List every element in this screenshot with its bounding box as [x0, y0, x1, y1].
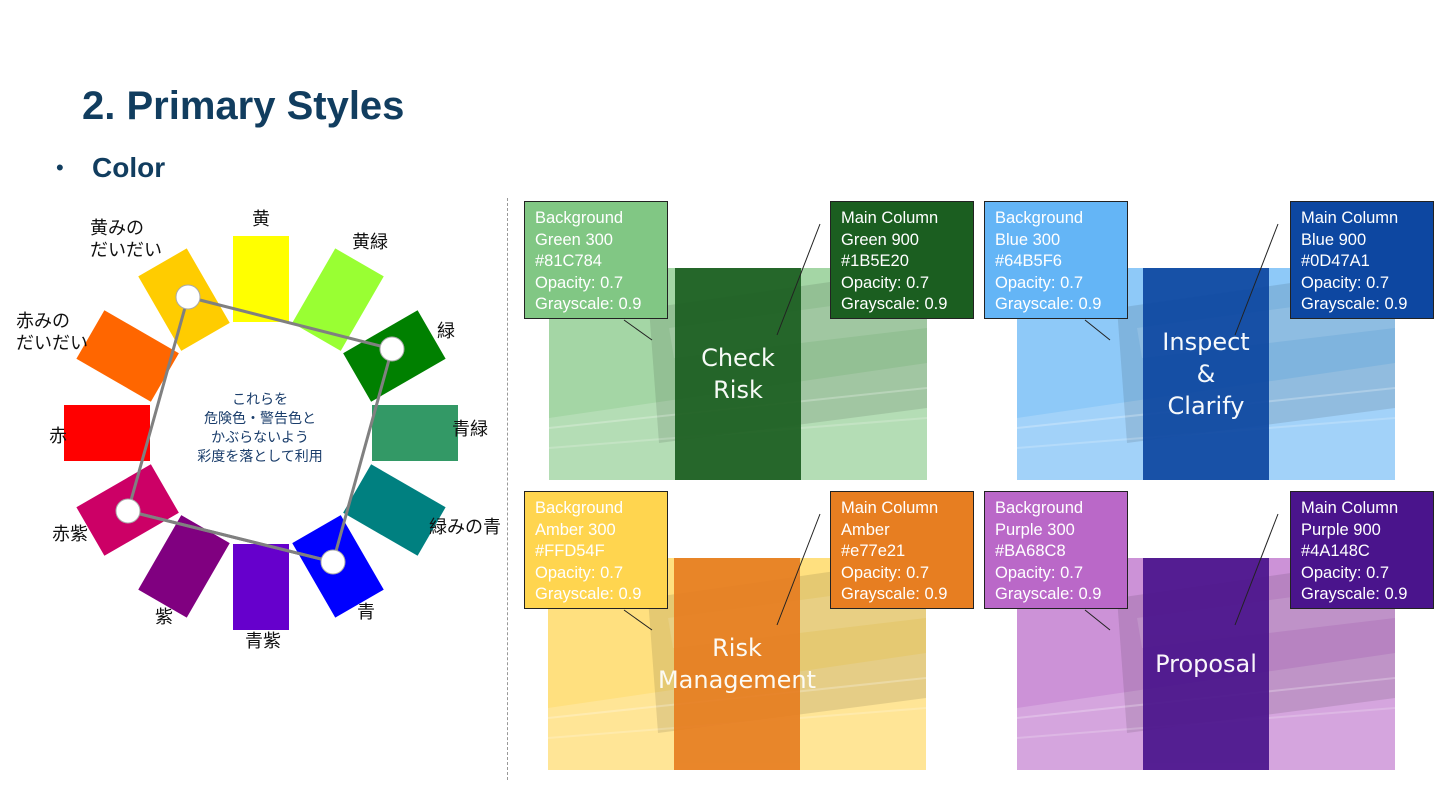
background-info-box: Background Green 300 #81C784 Opacity: 0.7 Gr… — [524, 201, 668, 319]
column-label-line: Proposal — [1155, 650, 1257, 678]
info-line: Grayscale: 0.9 — [535, 585, 642, 603]
swatch-green-blue — [343, 464, 446, 556]
label-yellow-orange: 黄みの だいだい — [90, 217, 162, 261]
marker-dot-red-purple — [115, 498, 141, 524]
center-line-1: これらを — [232, 391, 288, 407]
background-info-box: Background Purple 300 #BA68C8 Opacity: 0.7 G… — [984, 491, 1128, 609]
info-line: #0D47A1 — [1301, 252, 1370, 270]
column-label-line: Clarify — [1167, 392, 1245, 420]
swatch-yellow-green — [292, 248, 384, 351]
column-label-line: Management — [657, 666, 817, 694]
slide-title: 2. Primary Styles — [82, 84, 405, 128]
main-column-info-box: Main Column Blue 900 #0D47A1 Opacity: 0.7 Gr… — [1290, 201, 1434, 319]
color-wheel — [64, 236, 458, 630]
swatch-blue-purple — [233, 544, 289, 630]
main-column-label: Check Risk — [675, 268, 801, 480]
label-yellow-orange-line2: だいだい — [90, 240, 162, 260]
bullet-text: Color — [92, 152, 166, 183]
label-yellow-orange-line1: 黄みの — [90, 218, 144, 238]
main-column-label: Risk Management — [658, 558, 816, 770]
marker-dot-yellow-orange — [175, 284, 201, 310]
label-yellow-green: 黄緑 — [352, 232, 388, 252]
info-line: #64B5F6 — [995, 252, 1062, 270]
section-divider — [507, 198, 508, 780]
center-line-2: 危険色・警告色と — [204, 410, 316, 426]
bullet-color: • Color — [56, 150, 165, 186]
swatch-red — [64, 405, 150, 461]
info-line: Grayscale: 0.9 — [841, 295, 948, 313]
column-label-line: Risk — [712, 634, 762, 662]
info-line: Opacity: 0.7 — [995, 273, 1084, 292]
info-line: Blue 300 — [995, 230, 1061, 249]
label-purple: 紫 — [155, 607, 173, 627]
info-line: #BA68C8 — [995, 542, 1066, 560]
wheel-center-note: これらを 危険色・警告色と かぶらないよう 彩度を落として利用 — [180, 390, 340, 466]
label-red: 赤 — [49, 426, 67, 446]
info-line: Grayscale: 0.9 — [1301, 295, 1408, 313]
background-info-box: Background Blue 300 #64B5F6 Opacity: 0.7 Gra… — [984, 201, 1128, 319]
swatch-purple — [138, 515, 230, 618]
swatch-red-orange — [76, 310, 179, 402]
info-line: Opacity: 0.7 — [535, 273, 624, 292]
label-blue: 青 — [357, 602, 375, 622]
main-column-info-box: Main Column Green 900 #1B5E20 Opacity: 0.7 G… — [830, 201, 974, 319]
info-line: Grayscale: 0.9 — [995, 585, 1102, 603]
info-line: Grayscale: 0.9 — [535, 295, 642, 313]
info-line: Opacity: 0.7 — [1301, 273, 1390, 292]
label-red-orange-line2: だいだい — [16, 333, 88, 353]
column-label-line: & — [1196, 360, 1216, 388]
column-label-line: Inspect — [1162, 328, 1250, 356]
label-red-purple: 赤紫 — [52, 524, 88, 544]
info-line: Opacity: 0.7 — [995, 563, 1084, 582]
info-line: #e77e21 — [841, 542, 906, 560]
info-line: Opacity: 0.7 — [841, 273, 930, 292]
label-red-orange: 赤みの だいだい — [16, 310, 88, 354]
info-line: Purple 300 — [995, 520, 1075, 539]
background-info-box: Background Amber 300 #FFD54F Opacity: 0.7 Gr… — [524, 491, 668, 609]
label-blue-green: 青緑 — [452, 419, 488, 439]
info-line: #FFD54F — [535, 542, 605, 560]
info-line: Purple 900 — [1301, 520, 1381, 539]
center-line-4: 彩度を落として利用 — [197, 448, 323, 464]
info-line: Background — [995, 209, 1084, 227]
info-line: Green 300 — [535, 230, 613, 249]
main-column-label: Proposal — [1143, 558, 1269, 770]
main-column-label: Inspect & Clarify — [1143, 268, 1269, 480]
info-line: Blue 900 — [1301, 230, 1367, 249]
info-line: Opacity: 0.7 — [535, 563, 624, 582]
info-line: Main Column — [841, 209, 939, 227]
info-line: Opacity: 0.7 — [841, 563, 930, 582]
column-label-line: Check Risk — [701, 344, 775, 404]
info-line: Background — [535, 209, 624, 227]
info-line: Opacity: 0.7 — [1301, 563, 1390, 582]
marker-dot-blue — [320, 549, 346, 575]
label-yellow: 黄 — [252, 209, 270, 229]
marker-dot-green — [379, 336, 405, 362]
info-line: #81C784 — [535, 252, 602, 270]
info-line: Background — [995, 499, 1084, 517]
info-line: Main Column — [841, 499, 939, 517]
info-line: #4A148C — [1301, 542, 1370, 560]
label-blue-purple: 青紫 — [245, 631, 281, 651]
label-green: 緑 — [437, 321, 455, 341]
info-line: Amber — [841, 520, 890, 539]
info-line: Grayscale: 0.9 — [1301, 585, 1408, 603]
info-line: Main Column — [1301, 209, 1399, 227]
center-line-3: かぶらないよう — [211, 429, 309, 445]
info-line: Main Column — [1301, 499, 1399, 517]
swatch-yellow — [233, 236, 289, 322]
main-column-info-box: Main Column Amber #e77e21 Opacity: 0.7 Grays… — [830, 491, 974, 609]
label-green-blue: 緑みの青 — [429, 517, 501, 537]
label-red-orange-line1: 赤みの — [16, 311, 70, 331]
info-line: #1B5E20 — [841, 252, 909, 270]
main-column-info-box: Main Column Purple 900 #4A148C Opacity: 0.7… — [1290, 491, 1434, 609]
triad-line — [127, 509, 334, 564]
swatch-blue-green — [372, 405, 458, 461]
info-line: Green 900 — [841, 230, 919, 249]
bullet-marker: • — [56, 155, 64, 180]
info-line: Grayscale: 0.9 — [995, 295, 1102, 313]
info-line: Background — [535, 499, 624, 517]
info-line: Grayscale: 0.9 — [841, 585, 948, 603]
info-line: Amber 300 — [535, 520, 616, 539]
